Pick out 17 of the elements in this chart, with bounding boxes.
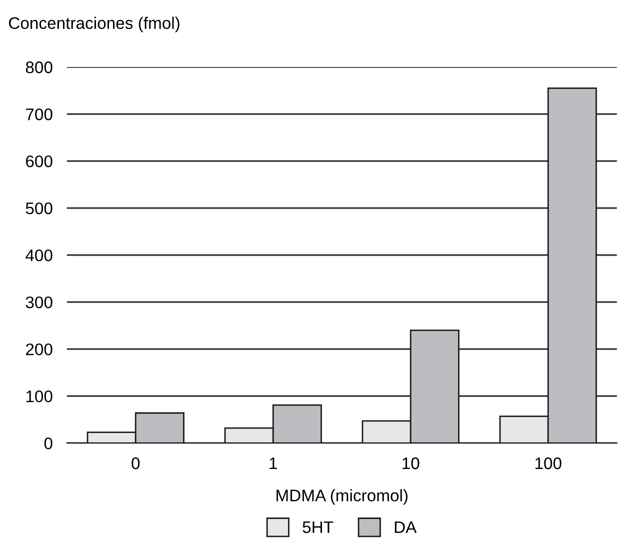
y-tick-label: 0 bbox=[44, 437, 52, 450]
y-tick-label: 300 bbox=[26, 296, 52, 308]
x-tick-label: 10 bbox=[402, 457, 420, 470]
legend-label: DA bbox=[394, 521, 417, 533]
x-tick-label: 0 bbox=[132, 457, 140, 470]
y-tick-label: 400 bbox=[26, 249, 52, 262]
x-axis-title: MDMA (micromol) bbox=[276, 489, 408, 505]
y-tick-label: 200 bbox=[26, 343, 52, 356]
y-tick-label: 700 bbox=[26, 108, 52, 120]
y-tick-label: 600 bbox=[26, 155, 52, 168]
y-axis-title: Concentraciones (fmol) bbox=[8, 16, 180, 32]
legend-label: 5HT bbox=[302, 521, 334, 534]
y-tick-label: 500 bbox=[26, 202, 52, 214]
y-tick-label: 800 bbox=[26, 61, 52, 74]
y-tick-label: 100 bbox=[26, 390, 52, 402]
x-tick-label: 100 bbox=[535, 457, 562, 470]
x-tick-label: 1 bbox=[270, 458, 277, 470]
